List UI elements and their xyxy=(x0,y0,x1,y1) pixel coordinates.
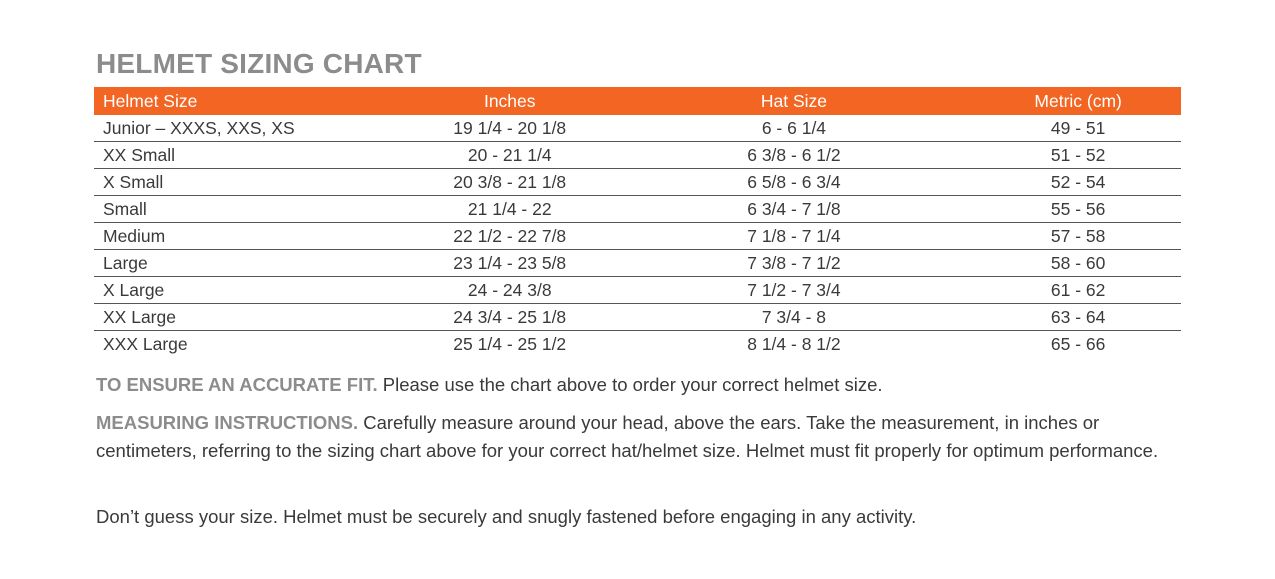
table-cell: 8 1/4 - 8 1/2 xyxy=(747,333,841,354)
table-cell: 20 3/8 - 21 1/8 xyxy=(406,168,613,196)
table-cell: 7 3/8 - 7 1/2 xyxy=(612,249,976,277)
table-cell: XX Small xyxy=(94,141,407,169)
table-cell: 24 - 24 3/8 xyxy=(406,276,613,304)
table-cell: 6 3/8 - 6 1/2 xyxy=(612,141,976,169)
table-cell: 7 1/2 - 7 3/4 xyxy=(612,276,976,304)
table-row: XXX Large 25 1/4 - 25 1/2 8 1/4 - 8 1/2 65 … xyxy=(94,331,1181,358)
sizing-table: Helmet Size Inches Hat Size Metric (cm) Jun… xyxy=(94,87,1181,357)
column-header: Hat Size xyxy=(612,87,976,115)
table-cell: 63 - 64 xyxy=(975,303,1181,331)
table-cell: Large xyxy=(94,249,407,277)
column-header: Inches xyxy=(406,87,613,115)
table-cell: 55 - 56 xyxy=(975,195,1181,223)
table-cell: 57 - 58 xyxy=(975,222,1181,250)
table-cell: 58 - 60 xyxy=(975,249,1181,277)
table-cell: 49 - 51 xyxy=(975,115,1181,142)
table-header-row: Helmet Size Inches Hat Size Metric (cm) xyxy=(94,87,1181,115)
table-cell: 22 1/2 - 22 7/8 xyxy=(406,222,613,250)
table-cell: 51 - 52 xyxy=(975,141,1181,169)
table-cell: 23 1/4 - 23 5/8 xyxy=(406,249,613,277)
table-cell: Junior – XXXS, XXS, XS xyxy=(94,115,407,142)
fit-text: Please use the chart above to order your… xyxy=(377,374,883,395)
fit-note: TO ENSURE AN ACCURATE FIT. Please use th… xyxy=(96,371,1176,399)
table-row: Small 21 1/4 - 22 6 3/4 - 7 1/8 55 - 56 xyxy=(94,195,1181,223)
column-header: Metric (cm) xyxy=(975,87,1181,115)
table-cell: X Large xyxy=(94,276,407,304)
table-cell: XXX Large xyxy=(103,333,188,354)
page-title: HELMET SIZING CHART xyxy=(96,48,422,79)
table-cell: 52 - 54 xyxy=(975,168,1181,196)
table-cell: X Small xyxy=(94,168,407,196)
table-cell: 6 3/4 - 7 1/8 xyxy=(612,195,976,223)
table-row: XX Small 20 - 21 1/4 6 3/8 - 6 1/2 51 - 52 xyxy=(94,141,1181,169)
table-cell: Medium xyxy=(94,222,407,250)
warning-note: Don’t guess your size. Helmet must be se… xyxy=(96,506,917,527)
table-cell: 6 - 6 1/4 xyxy=(612,115,976,142)
table-cell: 61 - 62 xyxy=(975,276,1181,304)
table-cell: 20 - 21 1/4 xyxy=(406,141,613,169)
table-row: Junior – XXXS, XXS, XS 19 1/4 - 20 1/8 6 -… xyxy=(94,115,1181,142)
fit-label: TO ENSURE AN ACCURATE FIT. xyxy=(96,374,378,395)
table-row: Large 23 1/4 - 23 5/8 7 3/8 - 7 1/2 58 - 60 xyxy=(94,249,1181,277)
table-row: X Large 24 - 24 3/8 7 1/2 - 7 3/4 61 - 62 xyxy=(94,276,1181,304)
table-row: X Small 20 3/8 - 21 1/8 6 5/8 - 6 3/4 52 - … xyxy=(94,168,1181,196)
column-header: Helmet Size xyxy=(94,87,407,115)
table-cell: 7 3/4 - 8 xyxy=(612,303,976,331)
table-cell: 65 - 66 xyxy=(1050,333,1106,354)
table-cell: 7 1/8 - 7 1/4 xyxy=(612,222,976,250)
table-cell: 6 5/8 - 6 3/4 xyxy=(612,168,976,196)
table-cell: XX Large xyxy=(94,303,407,331)
table-cell: Small xyxy=(94,195,407,223)
table-cell: 24 3/4 - 25 1/8 xyxy=(406,303,613,331)
table-cell: 19 1/4 - 20 1/8 xyxy=(406,115,613,142)
table-cell: 25 1/4 - 25 1/2 xyxy=(453,333,567,354)
table-cell: 21 1/4 - 22 xyxy=(406,195,613,223)
measuring-label: MEASURING INSTRUCTIONS. xyxy=(96,412,359,433)
table-row: Medium 22 1/2 - 22 7/8 7 1/8 - 7 1/4 57 - 5… xyxy=(94,222,1181,250)
table-row: XX Large 24 3/4 - 25 1/8 7 3/4 - 8 63 - 64 xyxy=(94,303,1181,331)
measuring-instructions: MEASURING INSTRUCTIONS. Carefully measur… xyxy=(96,409,1176,465)
measuring-text: Carefully measure around your head, abov… xyxy=(96,412,1159,461)
